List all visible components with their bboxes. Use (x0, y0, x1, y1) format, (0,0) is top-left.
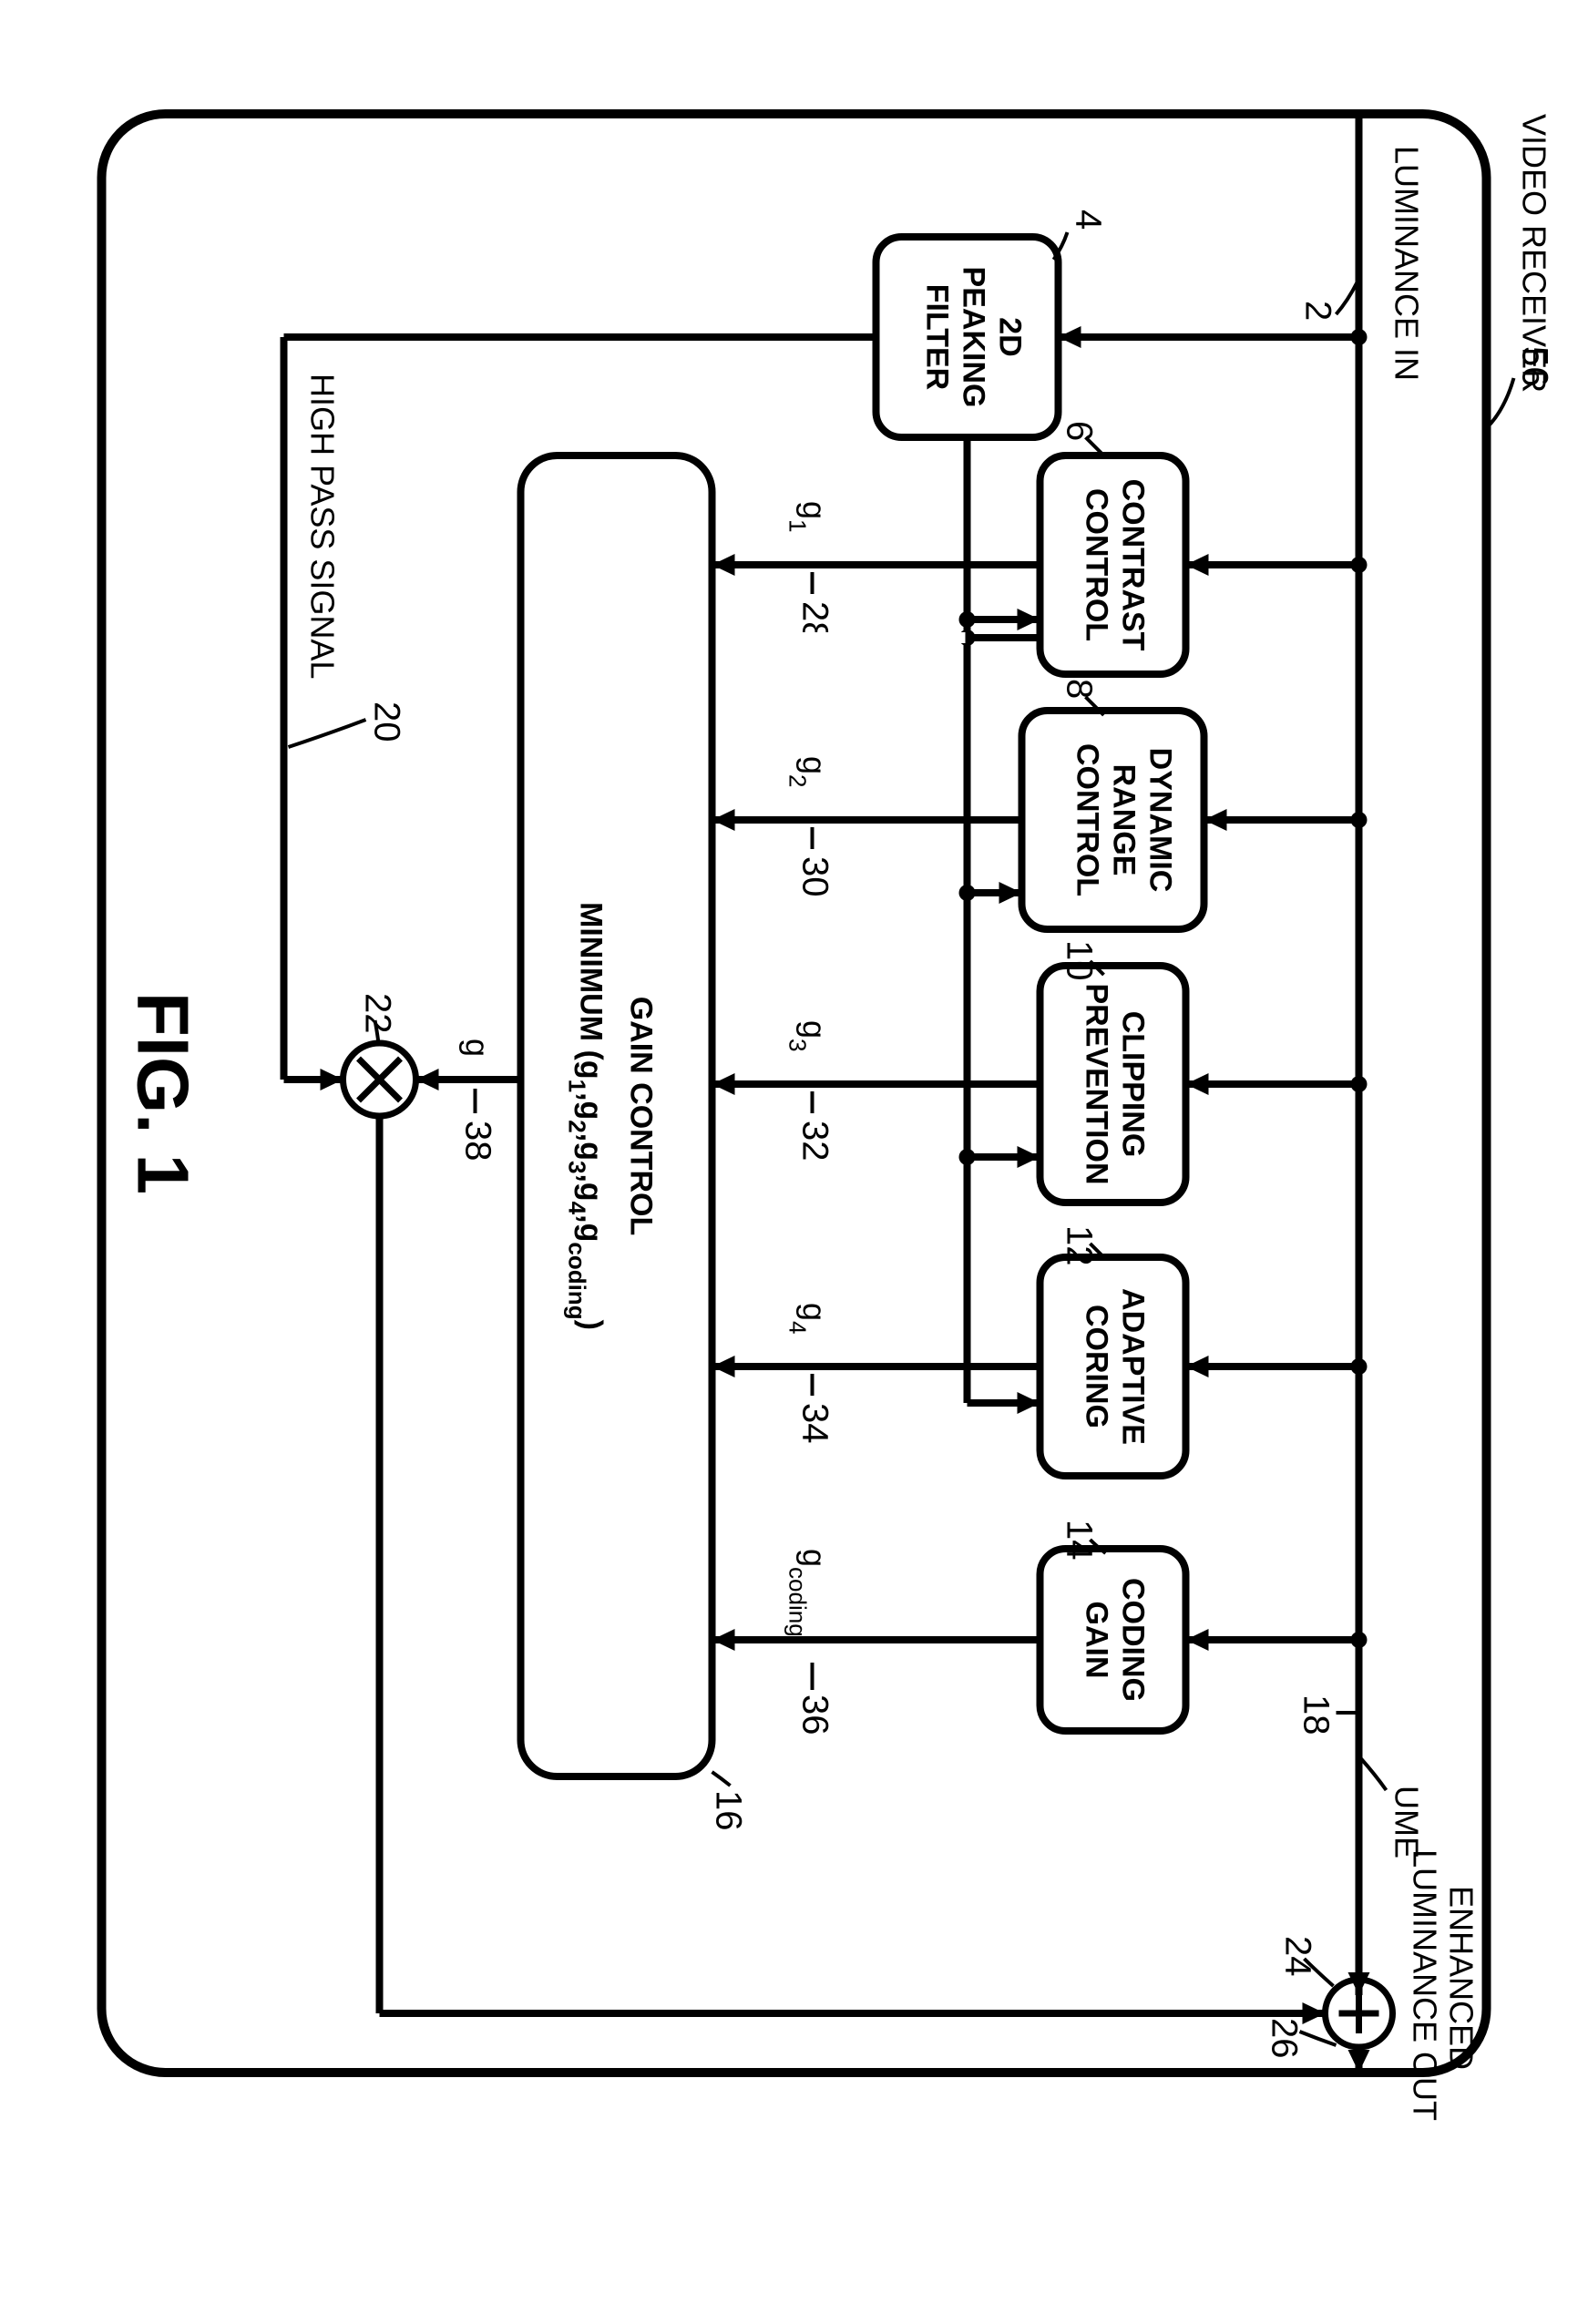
multiplier (343, 1043, 416, 1116)
g3-label: g3 (784, 1020, 834, 1052)
svg-text:GAIN CONTROL: GAIN CONTROL (624, 997, 659, 1236)
g-num: 38 (458, 1121, 498, 1162)
ume-label: UME (1388, 1786, 1426, 1858)
ume-num: 18 (1296, 1694, 1337, 1735)
svg-text:CLIPPING: CLIPPING (1116, 1011, 1151, 1158)
arrow-g (416, 1069, 439, 1090)
block-coding: CODING GAIN (1040, 1549, 1186, 1731)
leader-ume (1361, 1758, 1387, 1790)
figure-caption: FIG. 1 (123, 992, 204, 1194)
leader-2 (1337, 282, 1357, 314)
leader-16 (712, 1772, 731, 1786)
block-peaking-filter: 2D PEAKING FILTER (876, 237, 1059, 437)
gcoding-num: 36 (795, 1694, 835, 1735)
svg-text:GAIN: GAIN (1080, 1602, 1114, 1679)
enhanced-out-label2: LUMINANCE OUT (1407, 1849, 1444, 2121)
block-gain-control: GAIN CONTROL MINIMUM (g1,g2,g3,g4,gcodin… (521, 456, 712, 1776)
g-label: g (459, 1039, 497, 1057)
dynamic-num: 8 (1060, 679, 1100, 699)
g2-label: g2 (784, 756, 834, 788)
svg-text:RANGE: RANGE (1107, 764, 1142, 876)
luminance-in-label: LUMINANCE IN (1388, 146, 1426, 381)
svg-text:FILTER: FILTER (920, 284, 955, 390)
g1-label: g1 (784, 501, 834, 533)
arrow-to-adder-bottom (1303, 2002, 1326, 2024)
block-clipping: CLIPPING PREVENTION (1040, 966, 1186, 1203)
video-receiver-num: 56 (1515, 346, 1555, 387)
high-pass-num: 20 (367, 701, 407, 742)
arrow-hp-to-mult (321, 1069, 343, 1090)
block-contrast-control: CONTRAST CONTROL (1040, 456, 1186, 674)
svg-text:CONTRAST: CONTRAST (1116, 479, 1151, 651)
peaking-num: 4 (1069, 210, 1109, 230)
svg-text:CORING: CORING (1080, 1305, 1114, 1428)
node-hp-contrast (959, 611, 976, 628)
enhanced-out-label1: ENHANCED (1443, 1886, 1480, 2070)
svg-text:MINIMUM (g1,g2,g3,g4,gcoding): MINIMUM (g1,g2,g3,g4,gcoding) (564, 902, 609, 1330)
svg-text:2D: 2D (993, 317, 1028, 356)
gcoding-label: gcoding (784, 1549, 834, 1637)
svg-text:CODING: CODING (1116, 1578, 1151, 1702)
gain-control-num: 16 (709, 1790, 749, 1831)
contrast-num: 6 (1060, 421, 1100, 441)
adder-num: 24 (1278, 1936, 1318, 1977)
enhanced-out-num: 26 (1265, 2018, 1305, 2059)
block-dynamic-range: DYNAMIC RANGE CONTROL (1022, 711, 1204, 929)
svg-text:PEAKING: PEAKING (957, 267, 991, 408)
g4-label: g4 (784, 1303, 834, 1335)
svg-text:CONTROL: CONTROL (1080, 488, 1114, 641)
svg-text:ADAPTIVE: ADAPTIVE (1116, 1288, 1151, 1445)
block-adaptive: ADAPTIVE CORING (1040, 1257, 1186, 1476)
g2-num: 30 (795, 856, 835, 897)
svg-text:PREVENTION: PREVENTION (1080, 983, 1114, 1184)
clipping-num: 10 (1060, 940, 1100, 981)
luminance-in-num: 2 (1298, 301, 1338, 321)
coding-num: 14 (1060, 1520, 1100, 1561)
g3-num: 32 (795, 1121, 835, 1162)
svg-text:CONTROL: CONTROL (1071, 743, 1105, 896)
high-pass-label: HIGH PASS SIGNAL (304, 374, 342, 679)
g4-num: 34 (795, 1403, 835, 1444)
leader-20 (289, 720, 366, 747)
svg-text:DYNAMIC: DYNAMIC (1143, 748, 1178, 893)
